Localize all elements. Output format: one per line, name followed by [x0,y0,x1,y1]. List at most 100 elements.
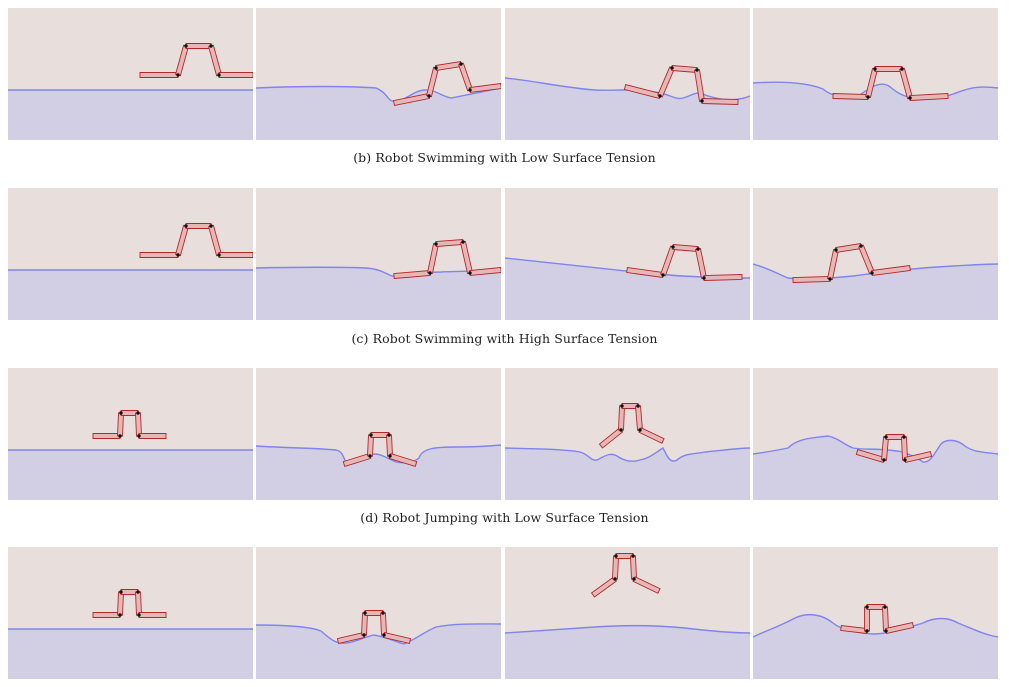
robot-link [864,606,870,632]
robot-link [138,612,167,618]
robot-joint [865,605,869,609]
soft-robot [139,43,253,78]
robot-joint [388,454,392,458]
soft-robot [92,410,167,439]
robot-joint [176,73,180,77]
soft-robot [840,604,915,634]
robot-joint [119,411,123,415]
frame-d-4 [753,368,998,500]
water-surface [505,624,750,634]
robot-joint [619,428,623,432]
frame-e-4 [753,547,998,679]
robot-joint [884,629,888,633]
robot-link [117,591,124,616]
robot-joint [658,94,662,98]
frame-e-3 [505,547,750,679]
robot-joint [671,245,675,249]
robot-link [874,66,903,72]
robot-link [367,434,374,457]
row-jumping-high-tension [8,547,998,679]
water-surface [505,446,750,462]
frame-e-2 [256,547,501,679]
water-body [753,614,998,679]
soft-robot [92,589,167,618]
water-body [256,86,501,140]
robot-joint [636,404,640,408]
robot-link [92,433,121,439]
robot-link [386,434,393,457]
water-surface [256,623,501,645]
robot-joint [631,554,635,558]
robot-joint [695,68,699,72]
soft-robot [336,610,412,644]
robot-joint [136,411,140,415]
robot-joint [428,271,432,275]
robot-joint [468,271,472,275]
soft-robot [626,244,743,281]
frame-c-4 [753,188,998,320]
water-body [8,450,253,500]
robot-joint [661,273,665,277]
frame-c-1 [8,188,253,320]
water-surface [753,263,998,280]
row-swimming-high-tension [8,188,998,320]
frame-c-2 [256,188,501,320]
soft-robot [342,432,418,467]
robot-joint [137,613,141,617]
robot-joint [461,240,465,244]
robot-joint [866,95,870,99]
water-body [505,78,750,140]
frame-c-3 [505,188,750,320]
robot-joint [118,613,122,617]
robot-joint [828,277,832,281]
robot-joint [902,435,906,439]
robot-link [218,252,253,258]
robot-link [618,405,625,431]
robot-joint [700,99,704,103]
water-body [256,267,501,320]
frame-d-3 [505,368,750,500]
soft-robot [623,65,739,105]
water-body [753,82,998,140]
robot-joint [119,590,123,594]
water-surface [753,613,998,638]
robot-link [139,72,179,78]
frame-d-1 [8,368,253,500]
frame-b-4 [753,8,998,140]
soft-robot [832,66,949,101]
water-body [753,264,998,320]
robot-joint [883,605,887,609]
robot-joint [468,88,472,92]
row-swimming-low-tension [8,8,998,140]
robot-link [92,612,121,618]
robot-joint [632,577,636,581]
robot-joint [638,428,642,432]
water-body [8,629,253,679]
robot-joint [614,554,618,558]
water-body [8,90,253,140]
robot-joint [702,276,706,280]
robot-link [139,252,179,258]
soft-robot [855,434,933,463]
robot-joint [620,404,624,408]
robot-joint [459,62,463,66]
frame-d-2 [256,368,501,500]
robot-joint [209,44,213,48]
robot-joint [834,248,838,252]
robot-link [882,606,889,632]
robot-link [138,433,167,439]
robot-link [612,555,619,580]
water-body [753,436,998,500]
robot-joint [363,611,367,615]
robot-link [361,612,368,636]
robot-link [832,93,869,100]
water-surface [256,444,501,465]
robot-link [135,412,142,437]
robot-joint [184,44,188,48]
robot-joint [381,611,385,615]
water-body [256,445,501,500]
robot-joint [613,577,617,581]
soft-robot [392,61,501,106]
soft-robot [598,403,665,449]
robot-joint [900,67,904,71]
